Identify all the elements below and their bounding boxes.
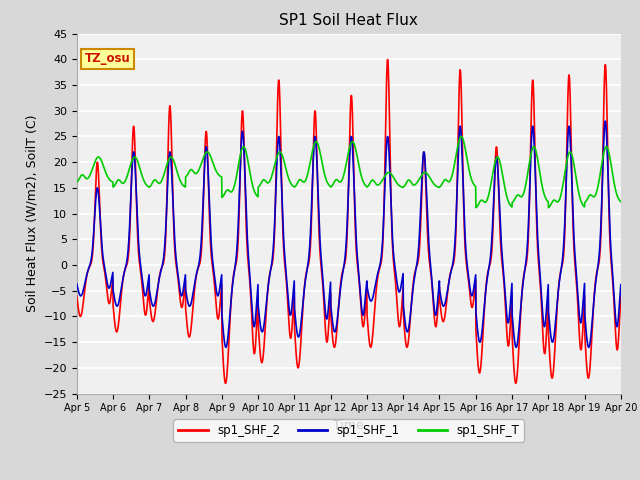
Text: TZ_osu: TZ_osu [85,52,131,65]
Legend: sp1_SHF_2, sp1_SHF_1, sp1_SHF_T: sp1_SHF_2, sp1_SHF_1, sp1_SHF_T [173,419,524,442]
Y-axis label: Soil Heat Flux (W/m2), SoilT (C): Soil Heat Flux (W/m2), SoilT (C) [25,115,38,312]
X-axis label: Time: Time [333,419,364,432]
Title: SP1 Soil Heat Flux: SP1 Soil Heat Flux [280,13,418,28]
